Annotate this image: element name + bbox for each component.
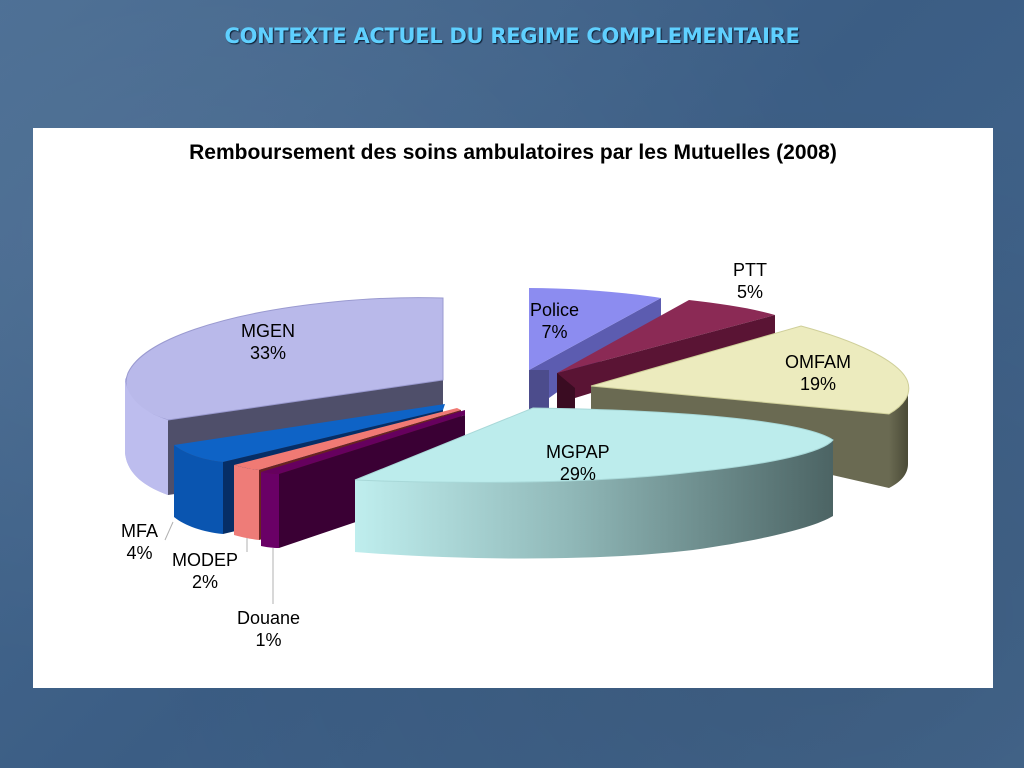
label-mgen-value: 33% [249,343,287,363]
slice-police-inner [529,370,549,410]
label-mgpap-name: MGPAP [546,442,610,462]
label-police: Police 7% [530,299,579,343]
label-mfa-value: 4% [126,543,153,563]
slice-police-top [529,288,661,370]
label-mgpap: MGPAP 29% [546,441,610,485]
label-douane-value: 1% [255,630,282,650]
slice-mgpap-side [355,438,833,559]
slice-omfam-top [590,325,910,415]
slice-mfa-top [174,404,445,462]
label-douane: Douane 1% [237,607,300,651]
label-mgen-name: MGEN [241,321,295,341]
label-ptt-name: PTT [733,260,767,280]
slice-douane-top [261,410,465,474]
slice-mgpap [354,407,834,559]
label-mgen: MGEN 33% [241,320,295,364]
slice-ptt-top [557,300,775,373]
label-modep: MODEP 2% [172,549,238,593]
label-omfam-value: 19% [799,374,837,394]
slice-modep-top [234,408,461,470]
label-police-name: Police [530,300,580,320]
chart-panel: Remboursement des soins ambulatoires par… [33,128,993,688]
slide-title: CONTEXTE ACTUEL DU REGIME COMPLEMENTAIRE [224,24,800,48]
label-mgpap-value: 29% [559,464,596,484]
slice-mgen-front [125,378,168,495]
label-ptt-value: 5% [736,282,763,302]
slice-ptt-front [557,315,775,398]
slice-mgpap-top [354,407,834,483]
label-modep-name: MODEP [172,550,239,570]
leader-mfa [164,521,174,541]
label-douane-name: Douane [237,608,301,628]
label-police-value: 7% [541,322,568,342]
slice-modep-front [234,465,259,540]
slice-ptt-inner [557,373,575,414]
slice-ptt [557,300,775,414]
slice-douane-front [261,472,279,548]
label-modep-value: 2% [192,572,219,592]
pie-chart [125,288,910,604]
slice-omfam-side [889,388,909,488]
label-omfam: OMFAM 19% [785,351,851,395]
label-ptt: PTT 5% [733,259,767,303]
slice-mfa-front [174,445,223,534]
label-mfa: MFA 4% [121,520,158,564]
label-omfam-name: OMFAM [785,352,851,372]
chart-title: Remboursement des soins ambulatoires par… [189,141,837,164]
label-mfa-name: MFA [121,521,159,541]
